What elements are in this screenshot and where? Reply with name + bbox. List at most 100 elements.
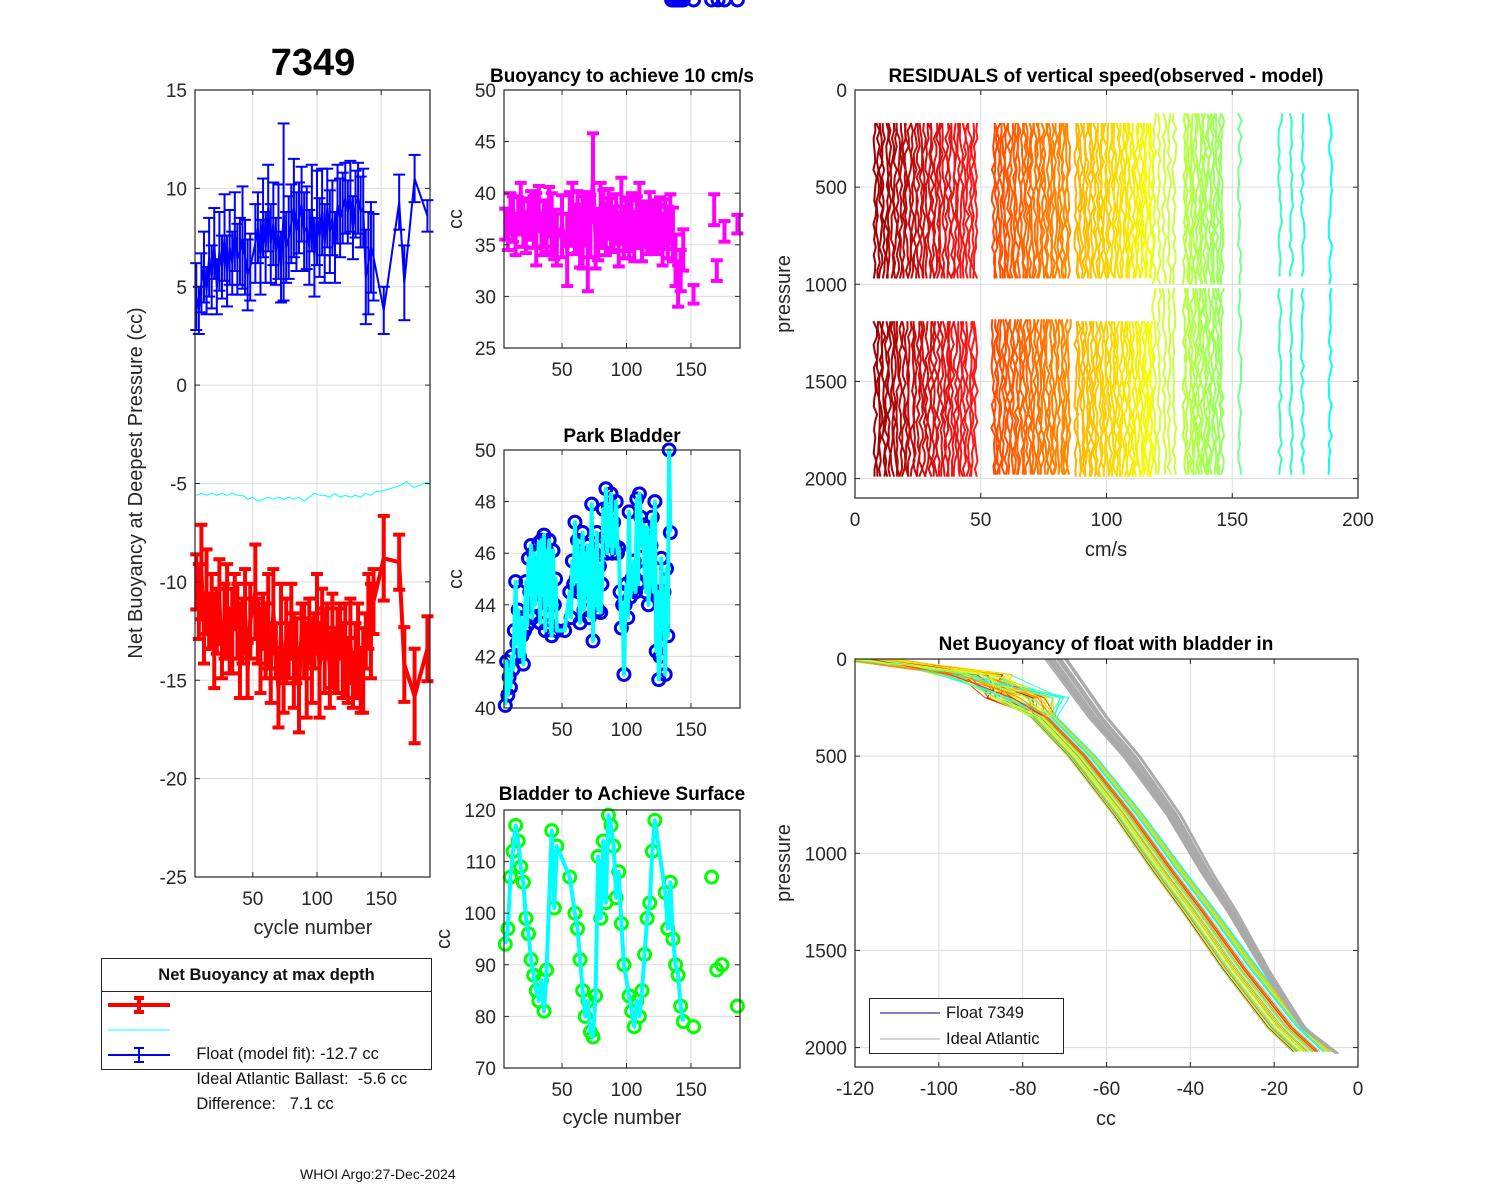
residual-profile <box>1120 321 1127 477</box>
residual-profile <box>1151 113 1158 285</box>
y-tick-label: 1500 <box>805 372 847 393</box>
residual-profile <box>1299 287 1306 475</box>
residual-profile <box>1201 113 1208 285</box>
buoyancy-10cms-panel: Buoyancy to achieve 10 cm/s 50 100 150 50 45… <box>445 66 754 381</box>
difference-errorbar <box>218 193 231 282</box>
y-tick-label: 46 <box>475 544 496 565</box>
difference-errorbar <box>287 157 300 259</box>
residual-profile <box>1288 288 1294 475</box>
float-fit-errorbar <box>393 532 406 592</box>
residual-profile <box>1104 123 1111 279</box>
residual-profile <box>1151 288 1158 475</box>
y-tick-label: 25 <box>475 339 496 360</box>
residual-profile <box>1065 122 1072 279</box>
x-tick-label: -120 <box>836 1079 874 1100</box>
difference-errorbar <box>262 163 275 253</box>
residual-profile <box>1115 320 1121 477</box>
buoyancy-errorbar <box>718 219 731 244</box>
y-tick-label: 70 <box>475 1059 496 1080</box>
legend-item-float-fit: Float (model fit): -12.7 cc <box>102 992 431 1063</box>
residual-profile <box>993 319 999 475</box>
residual-profile <box>895 122 902 279</box>
y-tick-label: -15 <box>160 671 187 692</box>
x-tick-label: -80 <box>1009 1079 1036 1100</box>
residual-profile <box>1112 123 1119 279</box>
y-tick-label: 500 <box>815 747 847 768</box>
figure-title: 7349 <box>271 42 356 84</box>
y-tick-label: 0 <box>176 376 187 397</box>
residual-profile <box>1143 122 1149 279</box>
float-fit-errorbar <box>398 625 411 704</box>
y-tick-label: -25 <box>160 868 187 889</box>
park-bladder-marker <box>717 0 733 8</box>
difference-errorbar <box>398 244 411 322</box>
plot-frame <box>503 89 741 349</box>
difference-errorbar <box>298 191 311 273</box>
residual-profile <box>1037 123 1043 279</box>
residual-profile <box>1053 319 1059 475</box>
residual-profile <box>1138 321 1145 477</box>
y-tick-label: 110 <box>466 853 496 874</box>
residual-profile <box>1327 287 1333 475</box>
x-tick-label: 200 <box>1342 510 1374 531</box>
residual-profile <box>938 321 945 477</box>
x-tick-label: 150 <box>675 1080 707 1101</box>
float-fit-errorbar <box>408 646 421 746</box>
residual-profile <box>1096 321 1103 477</box>
residual-profile <box>1029 123 1036 279</box>
residual-profile <box>889 320 896 477</box>
residual-profile <box>892 321 899 477</box>
residual-profile <box>1299 113 1306 277</box>
park-bladder-marker <box>710 0 726 8</box>
residual-profile <box>1181 113 1188 285</box>
residual-profile <box>895 321 901 477</box>
x-tick-label: 50 <box>970 510 991 531</box>
y-axis-label: pressure <box>773 255 795 333</box>
residual-profile <box>1078 122 1085 279</box>
x-tick-label: 150 <box>365 889 397 910</box>
residual-profile <box>900 320 907 477</box>
residual-profile <box>964 321 971 477</box>
float-profile <box>855 659 1307 1052</box>
difference-errorbar <box>208 207 221 280</box>
y-tick-label: 1000 <box>805 844 847 865</box>
residual-profile <box>1096 123 1103 279</box>
residual-profile <box>961 122 968 279</box>
float-profile <box>861 659 1300 1052</box>
y-tick-label: 15 <box>166 81 187 102</box>
residual-profile <box>1181 288 1188 475</box>
residual-profile <box>901 122 907 279</box>
difference-errorbar <box>233 216 246 286</box>
float-profile <box>855 659 1306 1052</box>
difference-errorbar <box>377 285 390 335</box>
float-profile <box>889 659 1304 1052</box>
residual-profile <box>969 122 976 279</box>
y-tick-label: 100 <box>464 904 496 925</box>
x-tick-label: 100 <box>611 1080 643 1101</box>
difference-errorbar <box>210 258 223 316</box>
residual-profile <box>1086 122 1093 279</box>
residual-profile <box>886 321 893 477</box>
difference-errorbar <box>236 185 249 290</box>
residual-profile <box>1073 123 1080 279</box>
float-profile <box>861 659 1325 1052</box>
y-axis-label: cc <box>433 929 455 949</box>
residual-profile <box>1288 113 1295 277</box>
residual-profile <box>1125 122 1131 279</box>
residual-profile <box>972 321 979 477</box>
residual-profile <box>990 123 997 279</box>
park-bladder-line <box>503 448 673 706</box>
residual-profile <box>912 122 919 279</box>
float-profile <box>874 659 1300 1052</box>
residual-profile <box>1130 123 1137 279</box>
y-tick-label: 5 <box>176 278 187 299</box>
residual-profile <box>1011 319 1018 475</box>
legend-item-difference: Difference: 7.1 cc <box>102 1042 431 1113</box>
residual-profile <box>1130 321 1137 477</box>
float-profile <box>882 659 1321 1052</box>
difference-errorbar <box>223 209 236 286</box>
residual-profile <box>1005 123 1013 279</box>
residual-profile <box>1089 321 1095 477</box>
residual-profile <box>886 122 893 279</box>
residual-profile <box>1209 288 1215 475</box>
